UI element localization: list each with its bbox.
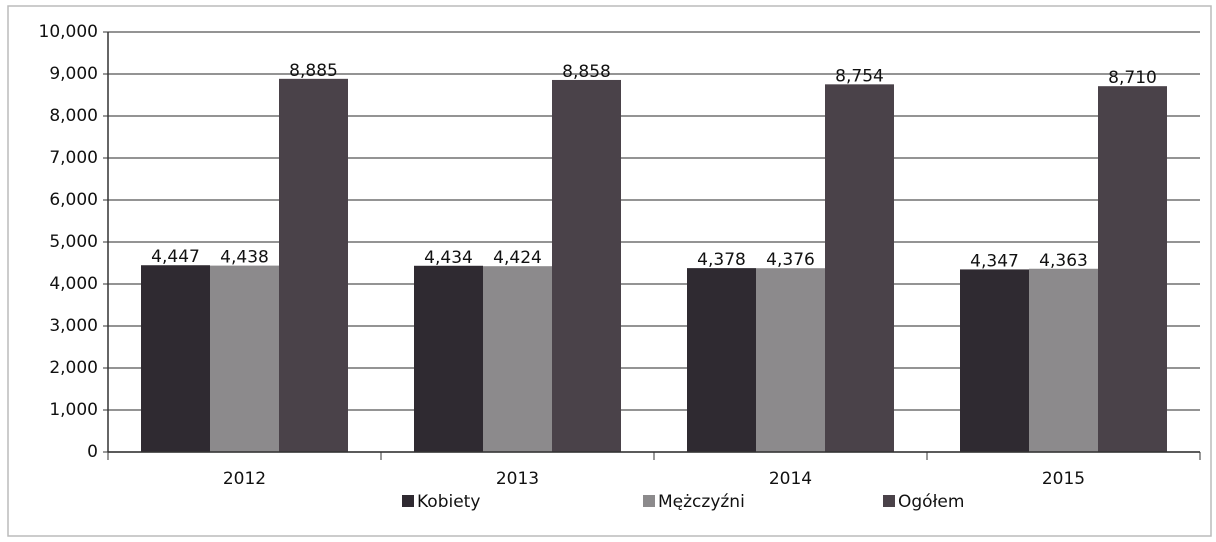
legend-label: Mężczyźni — [658, 492, 745, 512]
y-tick-label: 9,000 — [49, 64, 98, 84]
x-tick-label: 2012 — [223, 469, 266, 489]
bar — [279, 78, 348, 452]
y-tick-label: 0 — [87, 442, 98, 462]
y-tick-label: 7,000 — [49, 148, 98, 168]
legend-swatch — [883, 495, 895, 507]
value-label: 8,858 — [562, 62, 611, 82]
value-label: 4,378 — [697, 250, 746, 270]
bar — [687, 268, 756, 452]
bar — [141, 265, 210, 452]
bar — [552, 79, 621, 453]
x-tick-label: 2015 — [1042, 469, 1085, 489]
value-label: 4,376 — [766, 250, 815, 270]
value-label: 4,434 — [424, 248, 473, 268]
bar — [483, 266, 552, 452]
y-tick-label: 6,000 — [49, 190, 98, 210]
bar — [960, 269, 1029, 452]
value-label: 4,447 — [151, 247, 200, 267]
value-label: 4,363 — [1039, 251, 1088, 271]
x-tick-label: 2014 — [769, 469, 812, 489]
y-tick-label: 2,000 — [49, 358, 98, 378]
bar — [414, 265, 483, 452]
value-label: 4,438 — [220, 248, 269, 268]
bar — [210, 265, 279, 452]
legend-swatch — [402, 495, 414, 507]
y-tick-label: 3,000 — [49, 316, 98, 336]
value-label: 4,347 — [970, 251, 1019, 271]
legend-label: Kobiety — [417, 492, 480, 512]
bar — [825, 84, 894, 452]
value-label: 8,754 — [835, 66, 884, 86]
y-tick-label: 1,000 — [49, 400, 98, 420]
bar — [1029, 268, 1098, 452]
y-tick-label: 5,000 — [49, 232, 98, 252]
bar — [1098, 86, 1167, 453]
value-label: 4,424 — [493, 248, 542, 268]
x-tick-label: 2013 — [496, 469, 539, 489]
bar — [756, 268, 825, 452]
y-tick-label: 10,000 — [39, 22, 98, 42]
y-tick-label: 4,000 — [49, 274, 98, 294]
y-tick-label: 8,000 — [49, 106, 98, 126]
value-label: 8,885 — [289, 61, 338, 81]
legend-label: Ogółem — [898, 492, 964, 512]
legend-swatch — [643, 495, 655, 507]
value-label: 8,710 — [1108, 68, 1157, 88]
